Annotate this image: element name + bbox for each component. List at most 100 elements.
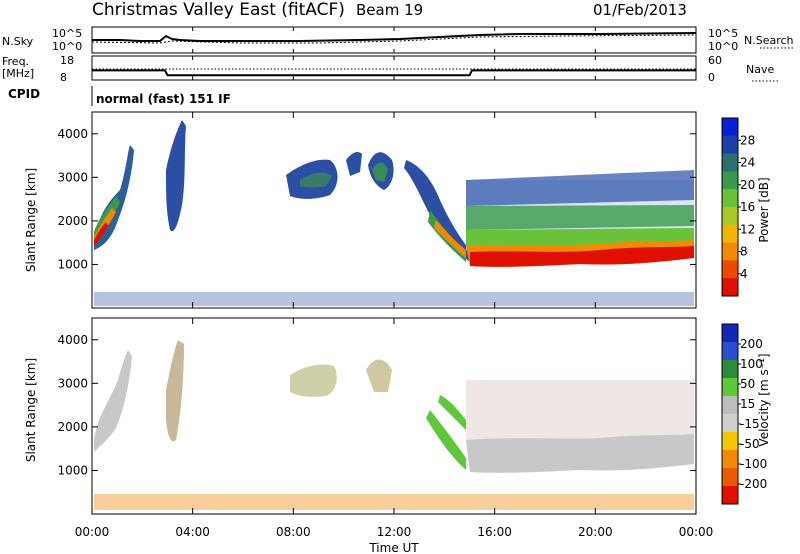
colorbar-swatch: [722, 432, 738, 451]
colorbar-tick-label: 20: [740, 178, 755, 192]
x-tick-label: 08:00: [276, 525, 311, 539]
noise-left-tick-bottom: 10^0: [52, 40, 82, 53]
noise-panel: N.Sky 10^5 10^0 10^5 10^0 N.Search: [2, 26, 795, 54]
colorbar-swatch: [722, 135, 738, 155]
colorbar-tick-label: 16: [740, 200, 755, 214]
colorbar-tick-label: 8: [740, 245, 748, 259]
noise-sky-line: [92, 32, 697, 42]
freq-label-line2: [MHz]: [2, 67, 34, 80]
power-y-ticks: 1000 2000 3000 4000: [57, 127, 696, 271]
noise-left-label: N.Sky: [2, 35, 34, 48]
velocity-echo-late-bg: [466, 380, 694, 440]
power-colorbar-label: Power [dB]: [757, 177, 771, 242]
power-scatter: [94, 120, 694, 306]
cpid-label: CPID: [8, 87, 40, 101]
colorbar-tick-label: 100: [740, 357, 763, 371]
colorbar-tick-label: 24: [740, 156, 755, 170]
nave-tick-top: 60: [708, 54, 722, 67]
frequency-nave-panel: Freq. [MHz] 18 8 60 0 Nave: [2, 54, 778, 84]
y-tick-label: 4000: [57, 127, 88, 141]
colorbar-swatch: [722, 360, 738, 379]
y-tick-label: 3000: [57, 170, 88, 184]
power-echo-0300: [166, 120, 186, 232]
freq-label-line1: Freq.: [2, 55, 29, 68]
power-ylabel: Slant Range [km]: [24, 168, 38, 272]
colorbar-tick-label: -15: [740, 417, 760, 431]
velocity-echo-0900: [290, 364, 337, 397]
power-echo-arc-strong: [434, 220, 466, 258]
power-echo-early-peak: [94, 222, 108, 246]
colorbar-tick-label: -100: [740, 457, 767, 471]
y-tick-label: 1000: [57, 257, 88, 271]
colorbar-swatch: [722, 153, 738, 172]
velocity-echo-1130: [366, 359, 392, 392]
colorbar-tick-label: 50: [740, 377, 755, 391]
colorbar-tick-label: -200: [740, 477, 767, 491]
x-axis: 00:00 04:00 08:00 12:00 16:00 20:00 00:00: [75, 27, 714, 539]
colorbar-swatch: [722, 242, 738, 261]
x-tick-label: 20:00: [578, 525, 613, 539]
colorbar-swatch: [722, 189, 738, 208]
colorbar-swatch: [722, 396, 738, 415]
noise-search-line: [91, 34, 697, 44]
colorbar-swatch: [722, 118, 738, 137]
colorbar-swatch: [722, 378, 738, 397]
power-echo-late-band1: [466, 170, 694, 206]
x-tick-label: 00:00: [679, 525, 714, 539]
y-tick-label: 3000: [57, 376, 88, 390]
colorbar-tick-label: 12: [740, 222, 755, 236]
colorbar-swatch: [722, 414, 738, 433]
cpid-mode: normal (fast) 151 IF: [96, 92, 231, 106]
y-tick-label: 1000: [57, 463, 88, 477]
colorbar-swatch: [722, 468, 738, 487]
power-echo-1130-core: [372, 162, 388, 182]
power-echo-1030: [346, 152, 362, 176]
noise-right-label: N.Search: [744, 34, 794, 47]
power-echo-0900-core: [300, 172, 332, 188]
velocity-echo-arc: [426, 410, 466, 470]
colorbar-swatch: [722, 450, 738, 469]
colorbar-tick-label: 200: [740, 337, 763, 351]
colorbar-swatch: [722, 342, 738, 361]
colorbar-tick-label: 28: [740, 133, 755, 147]
velocity-panel: Slant Range [km] 1000 2000 3000 4000 200 100…: [24, 317, 771, 515]
colorbar-swatch: [722, 324, 738, 343]
power-echo-late-band2: [466, 205, 694, 230]
power-echo-late-band3: [466, 228, 694, 246]
velocity-echo-early: [94, 350, 132, 452]
power-echo-near-range: [94, 292, 694, 306]
noise-right-tick-top: 10^5: [708, 27, 738, 40]
freq-tick-top: 18: [60, 54, 74, 67]
colorbar-frame: [721, 323, 739, 505]
colorbar-tick-label: -50: [740, 437, 760, 451]
x-axis-label: Time UT: [368, 541, 419, 554]
velocity-scatter: [94, 340, 694, 510]
colorbar-swatch: [722, 207, 738, 226]
velocity-echo-arc-upper: [438, 395, 466, 430]
velocity-echo-near-range: [94, 494, 694, 510]
date-title: 01/Feb/2013: [593, 1, 687, 19]
colorbar-tick-label: 4: [740, 267, 748, 281]
cpid-panel: CPID normal (fast) 151 IF: [8, 86, 231, 106]
colorbar-swatch: [722, 171, 738, 190]
colorbar-swatch: [722, 260, 738, 279]
x-tick-label: 04:00: [175, 525, 210, 539]
velocity-colorbar: 200 100 50 15 -15 -50 -100 -200: [721, 323, 767, 505]
velocity-echo-0300: [166, 340, 184, 442]
nave-label: Nave: [746, 63, 774, 76]
velocity-ylabel: Slant Range [km]: [24, 358, 38, 462]
y-tick-label: 4000: [57, 333, 88, 347]
noise-left-tick-top: 10^5: [52, 27, 82, 40]
velocity-colorbar-label: Velocity [m s⁻¹]: [757, 353, 771, 446]
power-echo-late-peak: [470, 246, 694, 267]
noise-right-tick-bottom: 10^0: [708, 40, 738, 53]
station-title: Christmas Valley East (fitACF): [92, 0, 345, 20]
power-echo-arc-outer: [404, 160, 470, 262]
colorbar-tick-label: 15: [740, 397, 755, 411]
x-tick-label: 16:00: [477, 525, 512, 539]
velocity-echo-late-band: [466, 434, 694, 473]
beam-title: Beam 19: [356, 1, 423, 19]
x-tick-label: 12:00: [377, 525, 412, 539]
colorbar-swatch: [722, 278, 738, 297]
